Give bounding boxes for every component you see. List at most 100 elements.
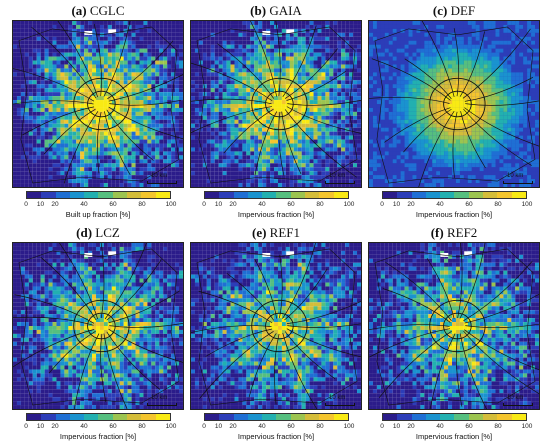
panel-dataset-name: GAIA xyxy=(266,3,302,18)
colorbar-swatch xyxy=(141,192,156,198)
colorbar-tick: 0 xyxy=(202,201,206,208)
colorbar-tick: 10 xyxy=(36,423,45,430)
colorbar-tick: 100 xyxy=(343,201,355,208)
panel-title: (d) LCZ xyxy=(12,225,184,241)
colorbar-swatch xyxy=(55,414,70,420)
colorbar-swatch xyxy=(305,192,320,198)
map-def: 10 km xyxy=(368,20,540,188)
colorbar-tick: 100 xyxy=(165,423,177,430)
panel-c: (c) DEF 10 km 0 10 20 40 60 80 100 Impervious fra… xyxy=(368,3,540,221)
colorbar-swatch xyxy=(127,192,142,198)
colorbar-tick: 100 xyxy=(521,201,533,208)
scale-label: 10 km xyxy=(151,173,168,179)
colorbar-swatch xyxy=(27,414,42,420)
colorbar-tick: 20 xyxy=(51,201,59,208)
colorbar-swatch xyxy=(305,414,320,420)
map-cglc: 10 km xyxy=(12,20,184,188)
panel-letter: (e) xyxy=(251,225,267,240)
scale-bar xyxy=(147,181,177,184)
colorbar xyxy=(382,413,527,421)
colorbar-swatch xyxy=(27,192,42,198)
map-raster xyxy=(369,243,539,409)
panel-letter: (f) xyxy=(430,225,444,240)
colorbar-tick: 100 xyxy=(521,423,533,430)
colorbar-swatch xyxy=(511,414,526,420)
colorbar-tick: 40 xyxy=(436,423,444,430)
map-raster xyxy=(13,243,183,409)
scale-label: 10 km xyxy=(329,173,346,179)
colorbar-tick: 40 xyxy=(258,201,266,208)
colorbar-tick: 20 xyxy=(407,201,415,208)
colorbar xyxy=(204,191,349,199)
scale-bar xyxy=(503,181,533,184)
colorbar-swatch xyxy=(319,192,334,198)
colorbar-label: Impervious fraction [%] xyxy=(415,210,493,219)
panel-dataset-name: LCZ xyxy=(92,225,120,240)
colorbar-swatch xyxy=(84,192,99,198)
map-lcz: 10 km xyxy=(12,242,184,410)
colorbar-ticks: 0 10 20 40 60 80 100 xyxy=(24,423,176,433)
panel-letter: (b) xyxy=(250,3,267,18)
panel-dataset-name: DEF xyxy=(447,3,476,18)
panel-a: (a) CGLC 10 km 0 10 20 40 60 80 100 Built up frac… xyxy=(12,3,184,221)
colorbar-tick: 10 xyxy=(214,201,223,208)
panel-title: (a) CGLC xyxy=(12,3,184,19)
panel-letter: (a) xyxy=(71,3,87,18)
colorbar-swatch xyxy=(69,414,85,420)
colorbar-swatch xyxy=(262,414,277,420)
colorbar-swatch xyxy=(219,192,234,198)
colorbar-tick: 0 xyxy=(24,423,28,430)
colorbar-swatch xyxy=(397,414,412,420)
colorbar-swatch xyxy=(425,192,441,198)
colorbar-tick: 80 xyxy=(316,201,324,208)
colorbar-tick: 40 xyxy=(436,201,444,208)
colorbar-tick: 80 xyxy=(494,423,502,430)
colorbar-tick: 80 xyxy=(316,423,324,430)
colorbar-swatch xyxy=(397,192,412,198)
panel-b: (b) GAIA 10 km 0 10 20 40 60 80 100 Impervious fr… xyxy=(190,3,362,221)
colorbar-ticks: 0 10 20 40 60 80 100 xyxy=(380,423,532,433)
colorbar-label: Impervious fraction [%] xyxy=(415,432,493,441)
colorbar-tick: 60 xyxy=(287,423,295,430)
colorbar-tick: 40 xyxy=(258,423,266,430)
colorbar-swatch xyxy=(247,192,263,198)
colorbar-label: Impervious fraction [%] xyxy=(237,210,315,219)
colorbar-swatch xyxy=(511,192,526,198)
colorbar-tick: 40 xyxy=(80,201,88,208)
colorbar-tick: 100 xyxy=(165,201,177,208)
colorbar-swatch xyxy=(141,414,156,420)
colorbar-swatch xyxy=(425,414,441,420)
colorbar-swatch xyxy=(233,414,248,420)
colorbar-swatch xyxy=(440,192,455,198)
colorbar-tick: 0 xyxy=(380,201,384,208)
colorbar-swatch xyxy=(290,414,306,420)
scale-label: 10 km xyxy=(329,395,346,401)
colorbar-swatch xyxy=(483,414,498,420)
map-gaia: 10 km xyxy=(190,20,362,188)
colorbar-swatch xyxy=(411,192,426,198)
scale-label: 10 km xyxy=(151,395,168,401)
colorbar-swatch xyxy=(127,414,142,420)
panel-dataset-name: CGLC xyxy=(86,3,125,18)
colorbar-swatch xyxy=(483,192,498,198)
panel-title: (b) GAIA xyxy=(190,3,362,19)
colorbar-ticks: 0 10 20 40 60 80 100 xyxy=(202,201,354,211)
colorbar-tick: 10 xyxy=(36,201,45,208)
colorbar-swatch xyxy=(219,414,234,420)
colorbar-swatch xyxy=(233,192,248,198)
panel-letter: (d) xyxy=(76,225,93,240)
colorbar-swatch xyxy=(468,414,484,420)
panel-title: (e) REF1 xyxy=(190,225,362,241)
colorbar-tick: 0 xyxy=(380,423,384,430)
colorbar-tick: 60 xyxy=(109,201,117,208)
colorbar-tick: 100 xyxy=(343,423,355,430)
colorbar-swatch xyxy=(155,192,170,198)
panel-dataset-name: REF2 xyxy=(443,225,478,240)
scale-bar xyxy=(147,403,177,406)
colorbar-swatch xyxy=(454,192,469,198)
colorbar-swatch xyxy=(205,414,220,420)
colorbar-tick: 10 xyxy=(392,423,401,430)
scale-label: 10 km xyxy=(507,395,524,401)
colorbar-tick: 0 xyxy=(202,423,206,430)
colorbar-label: Impervious fraction [%] xyxy=(237,432,315,441)
